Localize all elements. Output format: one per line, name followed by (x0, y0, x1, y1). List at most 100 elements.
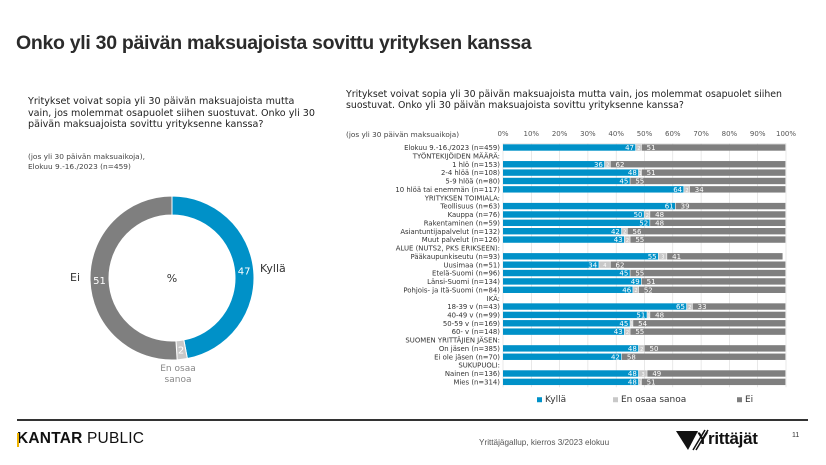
category-header-label: IKÄ: (487, 294, 500, 303)
kantar-logo-accent (17, 433, 19, 447)
data-label-ei: 50 (650, 345, 659, 353)
bar-ei (630, 177, 786, 185)
x-tick-label: 40% (608, 130, 624, 138)
bar-en-osaa-sanoa (647, 311, 650, 319)
data-label-kylla: 46 (622, 286, 631, 294)
data-label-ei: 34 (695, 186, 704, 194)
data-label-ei: 33 (698, 303, 707, 311)
left-note: (jos yli 30 päivän maksuaikoja), Elokuu … (28, 152, 318, 172)
bar-ei (644, 345, 786, 352)
bar-ei (641, 169, 786, 176)
data-label-kylla: 43 (614, 236, 623, 244)
data-label-kylla: 48 (628, 370, 637, 378)
data-label-kylla: 36 (594, 161, 603, 169)
data-label-ei: 48 (655, 211, 664, 219)
legend-label: Ei (745, 395, 753, 405)
data-label-ei: 55 (635, 236, 644, 244)
bar-en-osaa-sanoa (644, 211, 650, 218)
x-tick-label: 70% (693, 130, 709, 138)
data-label-en-osaa-sanoa: 4 (603, 263, 606, 269)
stacked-bar-chart: 0% 10% 20% 30% 40% 50% 60% 70% 80% 90% 100% Elokuu … (330, 125, 810, 415)
category-header-label: TYÖNTEKIJÖIDEN MÄÄRÄ: (412, 151, 500, 160)
bar-ei (638, 286, 786, 293)
row-label: 1 hlö (n=153) (452, 161, 500, 169)
category-header-label: ALUE (NUTS2, PKS ERIKSEEN): (396, 245, 500, 253)
x-tick-label: 10% (524, 130, 540, 138)
row-label: Asiantuntijapalvelut (n=132) (400, 228, 500, 236)
data-label-en-osaa-sanoa: 1 (647, 313, 650, 319)
yrittajat-logo-icon (676, 429, 709, 451)
row-label: 2-4 hlöä (n=108) (441, 169, 500, 177)
bar-ei (692, 303, 786, 310)
row-label: Kauppa (n=76) (448, 211, 501, 219)
data-label-en-osaa-sanoa: 1 (630, 322, 633, 328)
row-label: Etelä-Suomi (n=96) (432, 270, 500, 278)
x-tick-label: 80% (722, 130, 738, 138)
data-label-ei: 39 (681, 203, 690, 211)
kantar-logo-k: K (17, 430, 28, 447)
row-label: Mies (n=314) (453, 378, 500, 386)
bar-kylla (503, 303, 687, 310)
bar-en-osaa-sanoa (658, 253, 667, 260)
bar-en-osaa-sanoa (636, 144, 642, 151)
data-label-ei: 51 (647, 378, 656, 386)
bar-ei (630, 236, 786, 243)
bar-kylla (503, 219, 650, 227)
data-label-en-osaa-sanoa: 1 (639, 171, 642, 177)
bar-en-osaa-sanoa (599, 261, 610, 268)
data-label-ei: 54 (638, 320, 647, 328)
row-label: Teollisuus (n=63) (439, 203, 500, 211)
category-header-label: SUOMEN YRITTÄJIEN JÄSEN: (405, 336, 500, 345)
row-label: 5-9 hlöä (n=80) (445, 178, 500, 186)
row-label: Rakentaminen (n=59) (424, 219, 501, 227)
data-label-ei: 56 (633, 228, 642, 236)
row-label: Elokuu 9.-16./2023 (n=459) (404, 144, 500, 152)
legend-swatch-1 (613, 397, 618, 403)
row-label: 40-49 v (n=99) (447, 312, 500, 320)
x-tick-label: 20% (552, 130, 568, 138)
data-label-en-osaa-sanoa: 2 (626, 330, 629, 336)
category-header-label: SUKUPUOLI: (458, 362, 500, 370)
bar-ei (621, 353, 786, 360)
row-label: Nainen (n=136) (445, 370, 500, 378)
data-label-en-osaa-sanoa: 2 (646, 213, 649, 219)
bar-en-osaa-sanoa (638, 370, 647, 377)
x-tick-label: 30% (580, 130, 596, 138)
donut-label-ei: Ei (70, 271, 80, 284)
bar-en-osaa-sanoa (686, 303, 693, 310)
bar-en-osaa-sanoa (624, 328, 630, 335)
bar-kylla (503, 186, 684, 193)
legend-swatch-2 (737, 397, 742, 403)
data-label-kylla: 42 (611, 228, 620, 236)
right-question-text: Yritykset voivat sopia yli 30 päivän mak… (346, 89, 782, 112)
bar-en-osaa-sanoa (621, 228, 627, 235)
legend-label: En osaa sanoa (621, 395, 686, 405)
left-note-line-1: (jos yli 30 päivän maksuaikoja), (28, 152, 145, 161)
bar-ei (610, 161, 786, 168)
bar-ei (650, 211, 786, 218)
row-label: Uusimaa (n=51) (443, 261, 500, 269)
donut-label-en-osaa-sanoa-line1: En osaa (160, 364, 195, 374)
data-label-en-osaa-sanoa: 2 (626, 238, 629, 244)
data-label-kylla: 48 (628, 378, 637, 386)
bar-en-osaa-sanoa (684, 186, 690, 193)
bar-kylla (503, 144, 636, 151)
data-label-kylla: 45 (619, 320, 628, 328)
data-label-kylla: 52 (639, 219, 648, 227)
bar-ei (630, 328, 786, 335)
bar-kylla (503, 286, 633, 293)
data-label-kylla: 43 (614, 328, 623, 336)
data-label-kylla: 42 (611, 353, 620, 361)
stacked-bar-chart-svg: 0% 10% 20% 30% 40% 50% 60% 70% 80% 90% 100% Elokuu … (395, 130, 796, 405)
data-label-en-osaa-sanoa: 1 (639, 380, 642, 386)
data-label-kylla: 34 (588, 261, 597, 269)
x-tick-label: 60% (665, 130, 681, 138)
data-label-kylla: 45 (619, 270, 628, 278)
category-header-label: YRITYKSEN TOIMIALA: (424, 194, 500, 202)
bar-kylla (503, 320, 630, 327)
kantar-logo-letter: K (17, 430, 29, 447)
bar-ei (650, 311, 786, 319)
data-label-ei: 41 (672, 253, 681, 261)
data-label-kylla: 47 (625, 144, 634, 152)
